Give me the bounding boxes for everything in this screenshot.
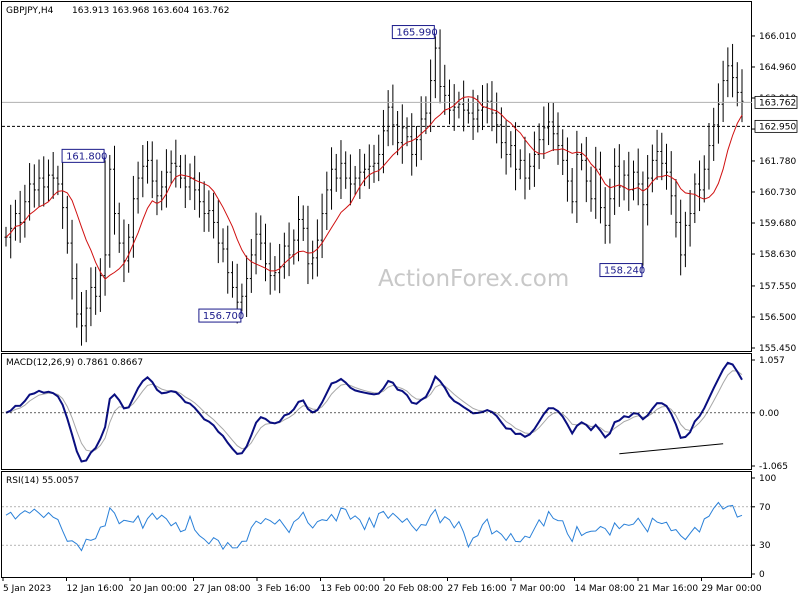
rsi-tick-label: 30: [759, 541, 771, 551]
level-price-tag: 162.950: [759, 122, 796, 132]
price-tick-label: 160.730: [759, 188, 796, 198]
x-tick-label: 12 Jan 16:00: [67, 584, 124, 594]
x-tick-label: 29 Mar 00:00: [702, 584, 762, 594]
annotation-layer: 165.990 161.800 156.700 158.240: [61, 25, 645, 323]
price-tick-label: 157.550: [759, 282, 796, 292]
rsi-title: RSI(14) 55.0057: [6, 476, 79, 486]
rsi-tick-label: 0: [759, 570, 765, 580]
x-tick-label: 13 Feb 00:00: [321, 584, 380, 594]
watermark: ActionForex.com: [378, 266, 569, 292]
x-tick-label: 7 Mar 00:00: [511, 584, 566, 594]
x-tick-label: 20 Jan 00:00: [130, 584, 187, 594]
price-tick-label: 159.680: [759, 219, 796, 229]
chart-symbol: GBPJPY,H4: [6, 6, 54, 16]
x-tick-label: 20 Feb 08:00: [384, 584, 443, 594]
price-bars-layer: [2, 29, 752, 346]
price-tick-label: 156.500: [759, 313, 796, 323]
chart-ohlc: 163.913 163.968 163.604 163.762: [72, 6, 229, 16]
macd-main-line: [5, 361, 743, 463]
moving-average-layer: [5, 96, 743, 280]
rsi-tick-label: 100: [759, 474, 776, 484]
macd-panel-frame: [1, 353, 752, 470]
macd-tick-label: 0.00: [759, 409, 779, 419]
price-tick-label: 155.450: [759, 344, 796, 354]
annotation-label: 156.700: [203, 311, 244, 322]
macd-tick-label: -1.065: [759, 462, 788, 472]
macd-layer: [2, 361, 752, 463]
annotation-leader: [641, 265, 644, 271]
price-tick-label: 158.630: [759, 250, 796, 260]
rsi-panel-frame: [1, 471, 752, 578]
x-tick-label: 27 Feb 16:00: [448, 584, 507, 594]
macd-title: MACD(12,26,9) 0.7861 0.8667: [6, 358, 143, 368]
current-price-tag: 163.762: [759, 98, 796, 108]
macd-tick-label: 1.057: [759, 356, 785, 366]
annotation-label: 165.990: [396, 28, 437, 39]
annotation-label: 161.800: [66, 151, 107, 162]
divergence-line: [619, 443, 724, 455]
macd-signal-line: [5, 370, 743, 452]
x-tick-label: 21 Mar 16:00: [638, 584, 698, 594]
axis-layer: 166.010164.960163.910162.860161.780160.7…: [2, 32, 798, 594]
rsi-line: [5, 501, 743, 552]
x-tick-label: 14 Mar 08:00: [575, 584, 635, 594]
x-tick-label: 27 Jan 08:00: [194, 584, 251, 594]
price-tick-label: 164.960: [759, 63, 796, 73]
rsi-tick-label: 70: [759, 503, 771, 513]
moving-average-line: [5, 96, 743, 280]
x-tick-label: 5 Jan 2023: [3, 584, 51, 594]
annotation-leader: [240, 310, 243, 316]
annotation-leader: [103, 155, 106, 161]
annotation-label: 158.240: [604, 266, 645, 277]
price-panel-frame: [1, 1, 752, 352]
x-tick-label: 3 Feb 16:00: [257, 584, 311, 594]
level-price-tag-box: [754, 119, 798, 133]
price-tick-label: 166.010: [759, 32, 796, 42]
current-price-tag-box: [754, 95, 798, 109]
rsi-layer: [2, 501, 752, 552]
annotation-leader: [433, 31, 436, 37]
price-tick-label: 161.780: [759, 157, 796, 167]
